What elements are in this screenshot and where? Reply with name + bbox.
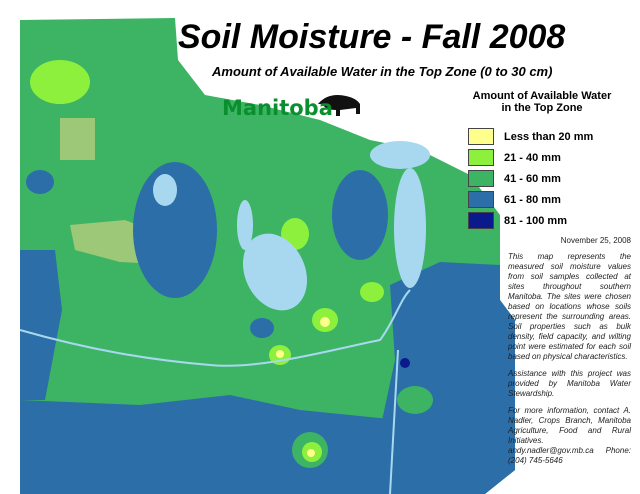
legend-items: Less than 20 mm 21 - 40 mm 41 - 60 mm 61 - … (468, 126, 616, 231)
legend-swatch (468, 170, 494, 187)
title: Soil Moisture - Fall 2008 (178, 18, 566, 56)
region-41-60 (397, 386, 433, 414)
legend-swatch (468, 149, 494, 166)
legend-item: Less than 20 mm (468, 126, 616, 147)
legend-label: 81 - 100 mm (504, 214, 567, 227)
legend-item: 81 - 100 mm (468, 210, 616, 231)
legend-label: 21 - 40 mm (504, 151, 561, 164)
region-61-80 (20, 250, 62, 400)
region-61-80 (20, 395, 400, 494)
notes: November 25, 2008 This map represents th… (508, 236, 631, 473)
subtitle: Amount of Available Water in the Top Zon… (212, 64, 553, 79)
region-21-40 (360, 282, 384, 302)
region-light (60, 118, 95, 160)
river (389, 349, 399, 494)
legend-label: 41 - 60 mm (504, 172, 561, 185)
legend-item: 41 - 60 mm (468, 168, 616, 189)
legend-label: Less than 20 mm (504, 130, 594, 143)
legend-swatch (468, 212, 494, 229)
lake (370, 141, 430, 169)
lake (394, 168, 426, 288)
region-61-80 (380, 262, 515, 494)
legend-swatch (468, 128, 494, 145)
legend-label: 61 - 80 mm (504, 193, 561, 206)
logo: Manitoba (222, 96, 333, 120)
region-21-40 (30, 60, 90, 104)
paragraph: Assistance with this project was provide… (508, 369, 631, 398)
region-under-20 (320, 317, 330, 327)
legend-swatch (468, 191, 494, 208)
legend-item: 61 - 80 mm (468, 189, 616, 210)
legend: Amount of Available Water in the Top Zon… (468, 90, 616, 231)
lake (153, 174, 177, 206)
region-61-80 (26, 170, 54, 194)
date: November 25, 2008 (560, 236, 631, 245)
region-81-100 (400, 358, 410, 368)
lake (242, 233, 308, 311)
river (19, 289, 411, 367)
lake (237, 200, 253, 250)
paragraph: This map represents the measured soil mo… (508, 252, 631, 361)
bison-logo (318, 95, 360, 116)
paragraphs: This map represents the measured soil mo… (508, 252, 631, 466)
legend-title: Amount of Available Water in the Top Zon… (472, 90, 612, 114)
region-61-80 (250, 318, 274, 338)
region-61-80 (332, 170, 388, 260)
legend-item: 21 - 40 mm (468, 147, 616, 168)
region-under-20 (276, 350, 284, 358)
paragraph: For more information, contact A. Nadler,… (508, 406, 631, 465)
region-under-20 (307, 449, 315, 457)
